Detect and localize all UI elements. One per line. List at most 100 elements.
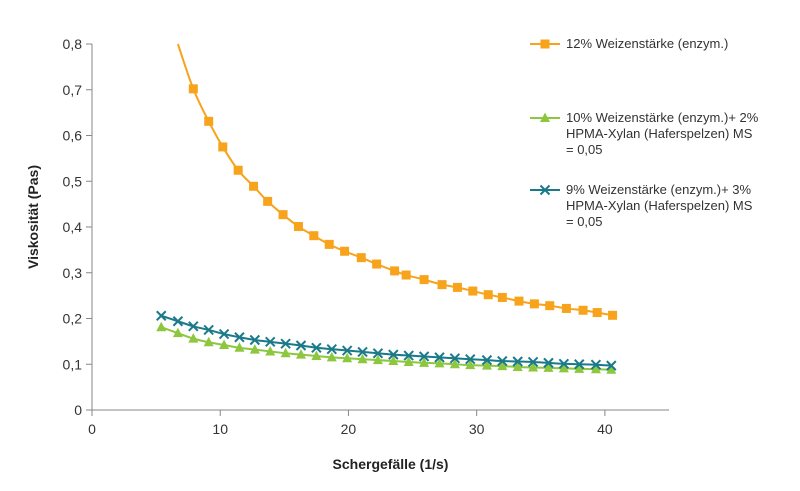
data-point-x-stroke: [311, 342, 322, 353]
data-point-triangle: [543, 362, 554, 372]
data-point-square: [218, 142, 228, 152]
data-point-x-stroke: [512, 356, 523, 367]
x-tick-label: 0: [88, 421, 96, 437]
legend-entry-2: 10% Weizenstärke (enzym.)+ 2%HPMA-Xylan …: [530, 110, 759, 157]
data-point-triangle: [296, 349, 307, 359]
data-point-x: [326, 343, 337, 355]
data-point-square: [483, 290, 493, 300]
data-point-x: [311, 342, 322, 353]
data-point-square: [293, 222, 303, 232]
data-point-triangle: [219, 339, 230, 350]
data-point-triangle: [449, 358, 460, 369]
y-tick-label: 0,8: [63, 36, 83, 52]
data-point-triangle: [465, 359, 476, 370]
data-point-triangle: [156, 321, 167, 332]
data-point-x-stroke: [481, 354, 493, 366]
data-point-x: [449, 353, 461, 364]
data-point-x: [341, 345, 353, 356]
x-tick-label: 40: [597, 421, 613, 437]
data-point-x: [512, 356, 523, 367]
data-point-x: [558, 358, 570, 369]
data-point-square: [263, 196, 273, 206]
data-point-square: [249, 181, 259, 191]
data-point-square: [452, 282, 462, 292]
data-point-triangle: [249, 344, 260, 354]
legend: 12% Weizenstärke (enzym.) 10% Weizenstärk…: [530, 36, 759, 229]
data-point-square: [578, 305, 588, 315]
legend-label: 10% Weizenstärke (enzym.)+ 2%: [566, 110, 759, 125]
y-tick-label: 0,3: [63, 265, 83, 281]
data-point-square: [356, 253, 366, 263]
data-point-x: [357, 346, 368, 358]
data-point-x: [188, 321, 199, 332]
data-point-x-stroke: [558, 358, 570, 369]
data-point-square: [592, 308, 602, 318]
data-point-triangle: [388, 355, 399, 366]
data-point-x-stroke: [172, 316, 184, 327]
y-axis-title: Viskosität (Pas): [25, 165, 41, 269]
data-point-triangle: [172, 327, 183, 338]
data-point-square: [309, 231, 319, 241]
data-point-triangle: [481, 360, 492, 370]
data-point-triangle: [357, 353, 368, 364]
data-point-square: [204, 116, 214, 126]
data-point-x-stroke: [357, 346, 368, 358]
data-point-x: [234, 332, 245, 343]
data-point-x: [249, 334, 261, 346]
data-point-triangle: [558, 362, 569, 373]
data-point-x: [434, 352, 445, 363]
data-point-triangle: [434, 357, 445, 368]
data-point-square: [340, 246, 350, 256]
data-point-x-stroke: [418, 351, 430, 362]
data-point-x: [465, 354, 476, 365]
data-point-x: [388, 349, 399, 360]
data-point-triangle: [188, 333, 199, 343]
data-point-square: [437, 280, 447, 290]
data-point-x: [203, 324, 214, 336]
data-point-square: [390, 266, 400, 276]
data-point-square: [561, 303, 571, 313]
data-point-x: [156, 310, 167, 321]
data-point-x-stroke: [326, 343, 337, 355]
legend-label: = 0,05: [566, 142, 603, 157]
data-point-x-stroke: [527, 356, 539, 368]
data-point-x-stroke: [265, 336, 276, 348]
data-point-triangle: [606, 364, 617, 374]
data-point-x: [418, 351, 430, 362]
data-point-square: [419, 275, 429, 285]
data-point-x: [372, 348, 384, 359]
data-point-triangle: [512, 361, 523, 371]
y-tick-label: 0,6: [63, 128, 83, 144]
data-point-square: [545, 301, 555, 311]
data-point-x-stroke: [606, 360, 617, 371]
data-point-x-stroke: [218, 328, 230, 340]
data-point-x: [481, 354, 493, 366]
data-point-x-stroke: [539, 184, 551, 196]
data-point-triangle: [342, 352, 353, 363]
y-tick-label: 0,4: [63, 219, 83, 235]
data-point-x: [543, 357, 554, 369]
data-point-triangle: [590, 363, 601, 374]
data-point-square: [372, 259, 382, 269]
data-point-x: [606, 360, 617, 371]
data-point-x-stroke: [280, 338, 291, 349]
data-point-triangle: [574, 363, 585, 373]
data-point-triangle: [265, 345, 276, 356]
data-point-x: [172, 316, 184, 327]
data-point-x: [265, 336, 276, 348]
y-axis-ticks: 0 0,1 0,2 0,3 0,4 0,5 0,6 0,7 0,8: [63, 36, 92, 418]
y-tick-label: 0: [74, 402, 82, 418]
data-point-triangle: [528, 361, 539, 372]
data-point-triangle: [203, 336, 214, 347]
x-axis-ticks: 0 10 20 30 40: [88, 410, 613, 437]
y-tick-label: 0,5: [63, 173, 83, 189]
data-point-square: [540, 39, 550, 49]
data-point-x-stroke: [434, 352, 445, 363]
data-point-triangle: [372, 354, 383, 365]
data-point-x: [295, 340, 307, 351]
data-point-x-stroke: [403, 350, 414, 361]
data-point-x: [280, 338, 291, 349]
legend-label: 12% Weizenstärke (enzym.): [566, 36, 728, 51]
data-point-square: [497, 292, 507, 302]
